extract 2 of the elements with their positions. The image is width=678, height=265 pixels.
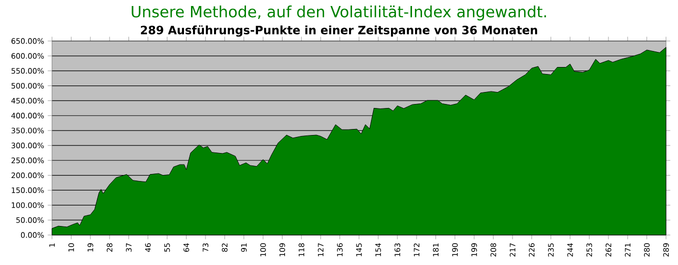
chart-subtitle: 289 Ausführungs-Punkte in einer Zeitspanne von 36 Monaten <box>140 25 538 37</box>
chart-title: Unsere Methode, auf den Volatilität-Index angewandt. <box>132 6 546 20</box>
